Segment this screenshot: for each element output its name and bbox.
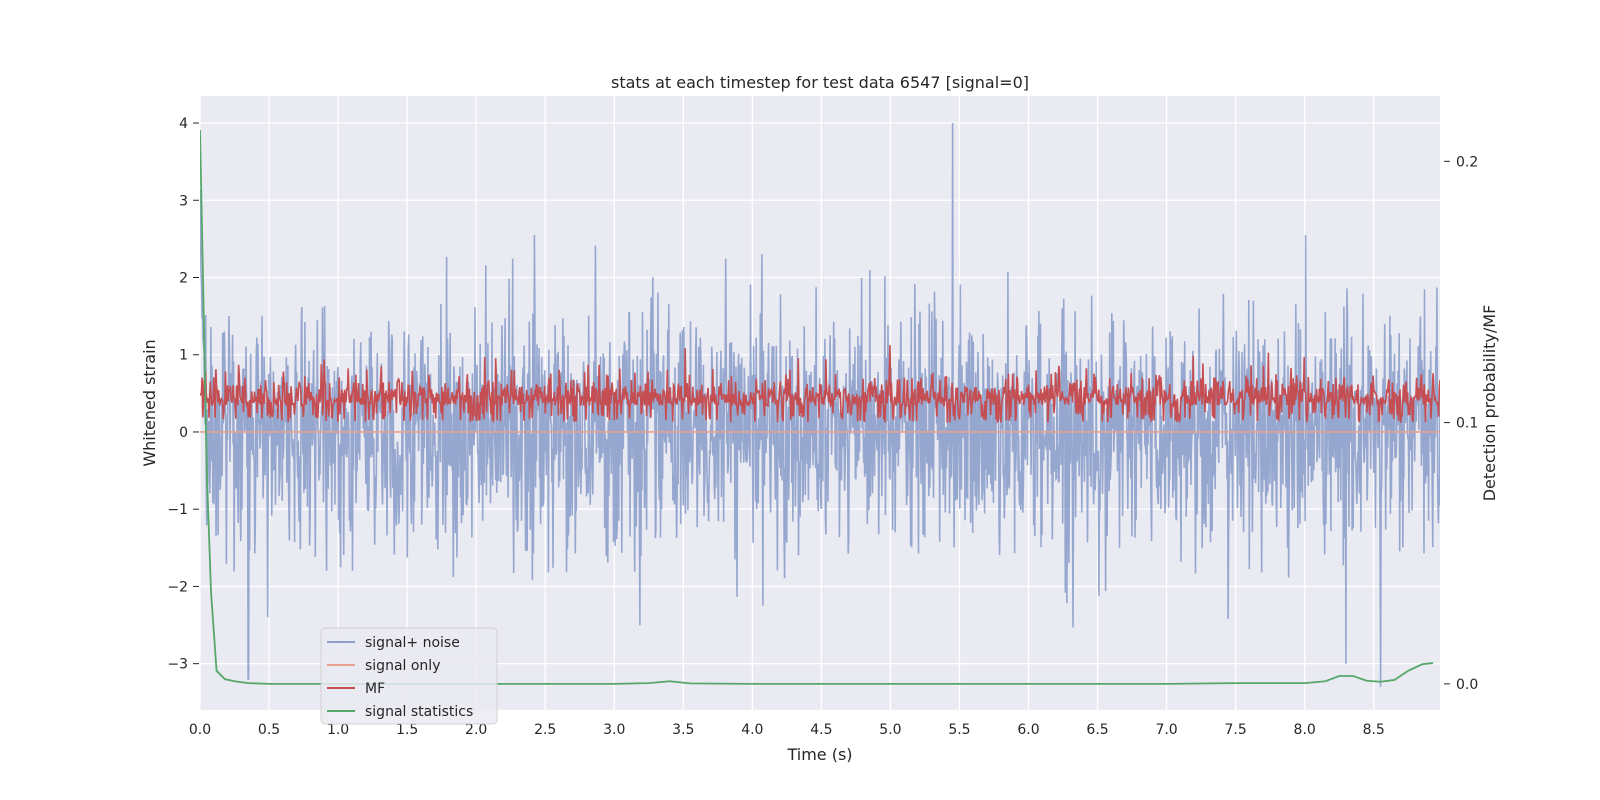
x-tick-label: 0.5 <box>258 722 280 738</box>
x-tick-label: 1.0 <box>327 722 349 738</box>
y-tick-label: 4 <box>179 116 188 132</box>
series-signal-noise-line <box>200 122 1440 687</box>
y-tick-label: 1 <box>179 348 188 364</box>
y-tick-label: −1 <box>167 502 188 518</box>
x-tick-label: 3.0 <box>603 722 625 738</box>
legend-label: signal only <box>365 658 440 674</box>
series-signal-statistics-line <box>200 129 1434 685</box>
x-tick-label: 6.5 <box>1086 722 1108 738</box>
legend: signal+ noise signal only MF signal statist… <box>320 627 498 725</box>
x-tick-label: 1.5 <box>396 722 418 738</box>
x-tick-label: 5.0 <box>879 722 901 738</box>
legend-label: signal+ noise <box>365 635 460 651</box>
x-tick-label: 4.5 <box>810 722 832 738</box>
x-tick-label: 8.0 <box>1294 722 1316 738</box>
x-tick-label: 4.0 <box>741 722 763 738</box>
y2-tick-label: 0.1 <box>1456 416 1478 432</box>
y-tick-label: 3 <box>179 193 188 209</box>
x-tick-label: 0.0 <box>189 722 211 738</box>
y-axis-left: −3 −2 −1 0 1 2 3 4 <box>167 116 199 673</box>
x-tick-label: 3.5 <box>672 722 694 738</box>
y-axis-label: Whitened strain <box>140 339 159 466</box>
y-tick-label: −2 <box>167 579 188 595</box>
x-tick-label: 5.5 <box>948 722 970 738</box>
x-tick-label: 6.0 <box>1017 722 1039 738</box>
y2-axis-label: Detection probability/MF <box>1480 305 1499 502</box>
legend-label: signal statistics <box>365 704 473 720</box>
legend-box <box>320 627 498 725</box>
y-tick-label: 2 <box>179 270 188 286</box>
y2-tick-label: 0.0 <box>1456 677 1478 693</box>
x-tick-label: 8.5 <box>1363 722 1385 738</box>
x-tick-label: 7.5 <box>1225 722 1247 738</box>
x-tick-label: 2.5 <box>534 722 556 738</box>
chart-title: stats at each timestep for test data 654… <box>611 73 1029 92</box>
series-mf-line <box>200 345 1440 424</box>
x-axis-label: Time (s) <box>786 745 852 764</box>
x-tick-label: 2.0 <box>465 722 487 738</box>
y2-tick-label: 0.2 <box>1456 154 1478 170</box>
series-group <box>200 122 1440 687</box>
x-tick-label: 7.0 <box>1155 722 1177 738</box>
y-tick-label: −3 <box>167 657 188 673</box>
x-axis: 0.0 0.5 1.0 1.5 2.0 2.5 3.0 3.5 4.0 4.5 5.0 5.5 6.0 6… <box>189 722 1385 738</box>
series-layer <box>200 122 1440 687</box>
y-tick-label: 0 <box>179 425 188 441</box>
legend-label: MF <box>365 681 385 697</box>
y-axis-right: 0.0 0.1 0.2 <box>1444 154 1478 693</box>
